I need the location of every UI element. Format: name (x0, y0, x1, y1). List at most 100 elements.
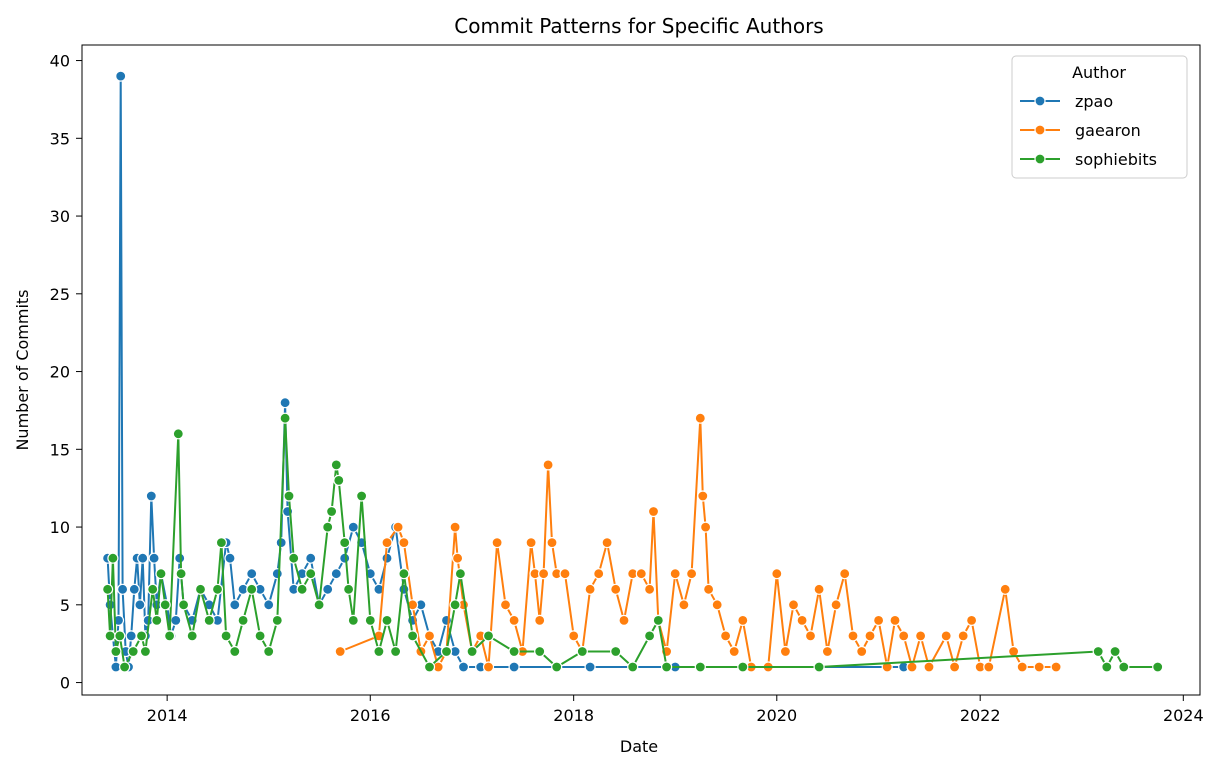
data-point-sophiebits (159, 599, 171, 611)
legend-label-sophiebits: sophiebits (1075, 150, 1157, 169)
data-point-zpao (115, 70, 127, 82)
data-point-sophiebits (398, 568, 410, 580)
data-point-gaearon (499, 599, 512, 611)
data-point-gaearon (847, 630, 859, 642)
data-point-sophiebits (101, 583, 114, 595)
data-point-zpao (246, 568, 258, 580)
y-tick-label: 10 (50, 518, 70, 537)
data-point-sophiebits (333, 474, 345, 486)
data-point-zpao (279, 397, 291, 409)
data-point-sophiebits (373, 645, 385, 658)
data-point-zpao (457, 661, 470, 673)
data-point-sophiebits (390, 645, 402, 658)
data-point-gaearon (779, 645, 792, 658)
data-point-gaearon (914, 630, 927, 642)
data-point-gaearon (957, 630, 969, 642)
data-point-sophiebits (322, 521, 334, 533)
data-point-sophiebits (627, 661, 639, 673)
data-point-gaearon (872, 614, 885, 627)
y-tick-label: 20 (50, 363, 70, 382)
data-point-sophiebits (407, 630, 419, 642)
data-point-gaearon (821, 645, 834, 658)
y-axis: 0 5 10 15 20 25 30 35 40 (50, 52, 82, 693)
data-point-gaearon (737, 614, 749, 627)
y-tick-label: 15 (50, 440, 70, 459)
data-point-gaearon (559, 568, 571, 580)
data-point-zpao (125, 630, 137, 642)
data-point-sophiebits (110, 645, 122, 658)
data-point-gaearon (771, 568, 783, 580)
data-point-zpao (229, 599, 241, 611)
x-tick-label: 2014 (147, 706, 188, 725)
data-point-zpao (584, 661, 596, 673)
data-point-sophiebits (660, 661, 673, 673)
data-point-zpao (263, 599, 275, 611)
data-point-sophiebits (576, 645, 588, 658)
x-axis: 2014 2016 2018 2020 2022 2024 (147, 695, 1204, 725)
data-point-sophiebits (440, 645, 453, 658)
data-point-sophiebits (155, 568, 167, 580)
data-point-sophiebits (220, 630, 232, 642)
data-point-sophiebits (288, 552, 300, 564)
data-point-zpao (381, 552, 393, 564)
y-tick-label: 25 (50, 285, 70, 304)
data-point-gaearon (508, 614, 520, 627)
data-point-gaearon (787, 599, 800, 611)
data-point-gaearon (1016, 661, 1028, 673)
data-point-gaearon (1033, 661, 1045, 673)
data-point-gaearon (898, 630, 910, 642)
data-point-gaearon (647, 505, 660, 518)
data-point-gaearon (525, 536, 537, 549)
data-point-gaearon (449, 521, 461, 533)
data-point-sophiebits (186, 630, 198, 642)
data-point-sophiebits (107, 552, 119, 564)
data-point-gaearon (1050, 661, 1062, 673)
data-point-gaearon (610, 583, 622, 595)
y-tick-label: 0 (60, 674, 70, 693)
data-point-sophiebits (454, 568, 466, 580)
x-tick-label: 2018 (553, 706, 594, 725)
data-point-sophiebits (313, 599, 325, 611)
data-point-zpao (134, 599, 146, 611)
data-point-gaearon (593, 568, 605, 580)
legend-marker-zpao (1034, 95, 1046, 107)
data-point-sophiebits (326, 505, 338, 518)
data-point-sophiebits (694, 661, 706, 673)
data-point-gaearon (796, 614, 808, 627)
y-tick-label: 35 (50, 129, 70, 148)
data-point-gaearon (601, 536, 613, 549)
data-point-sophiebits (194, 583, 207, 595)
chart-title: Commit Patterns for Specific Authors (454, 14, 823, 38)
legend-label-zpao: zpao (1075, 92, 1113, 111)
data-point-sophiebits (215, 536, 227, 549)
data-point-sophiebits (114, 630, 126, 642)
data-point-gaearon (334, 645, 346, 658)
data-point-zpao (170, 614, 182, 627)
data-point-sophiebits (229, 645, 241, 658)
data-point-gaearon (568, 630, 580, 642)
data-point-gaearon (830, 599, 842, 611)
data-point-zpao (148, 552, 160, 564)
y-tick-label: 30 (50, 207, 70, 226)
data-point-sophiebits (147, 583, 159, 595)
data-point-sophiebits (283, 490, 295, 502)
data-point-sophiebits (737, 661, 749, 673)
data-point-zpao (339, 552, 351, 564)
data-point-gaearon (423, 630, 436, 642)
data-point-sophiebits (423, 661, 436, 673)
data-point-zpao (305, 552, 317, 564)
data-point-gaearon (983, 661, 995, 673)
data-point-gaearon (542, 459, 554, 471)
data-point-sophiebits (364, 614, 376, 627)
x-tick-label: 2022 (960, 706, 1001, 725)
data-point-sophiebits (1152, 661, 1164, 673)
data-point-sophiebits (178, 599, 190, 611)
data-point-gaearon (813, 583, 825, 595)
data-point-gaearon (685, 568, 698, 580)
data-point-sophiebits (203, 614, 215, 627)
data-point-sophiebits (172, 428, 184, 440)
data-point-gaearon (906, 661, 918, 673)
legend-title: Author (1072, 63, 1126, 82)
data-point-sophiebits (237, 614, 249, 627)
